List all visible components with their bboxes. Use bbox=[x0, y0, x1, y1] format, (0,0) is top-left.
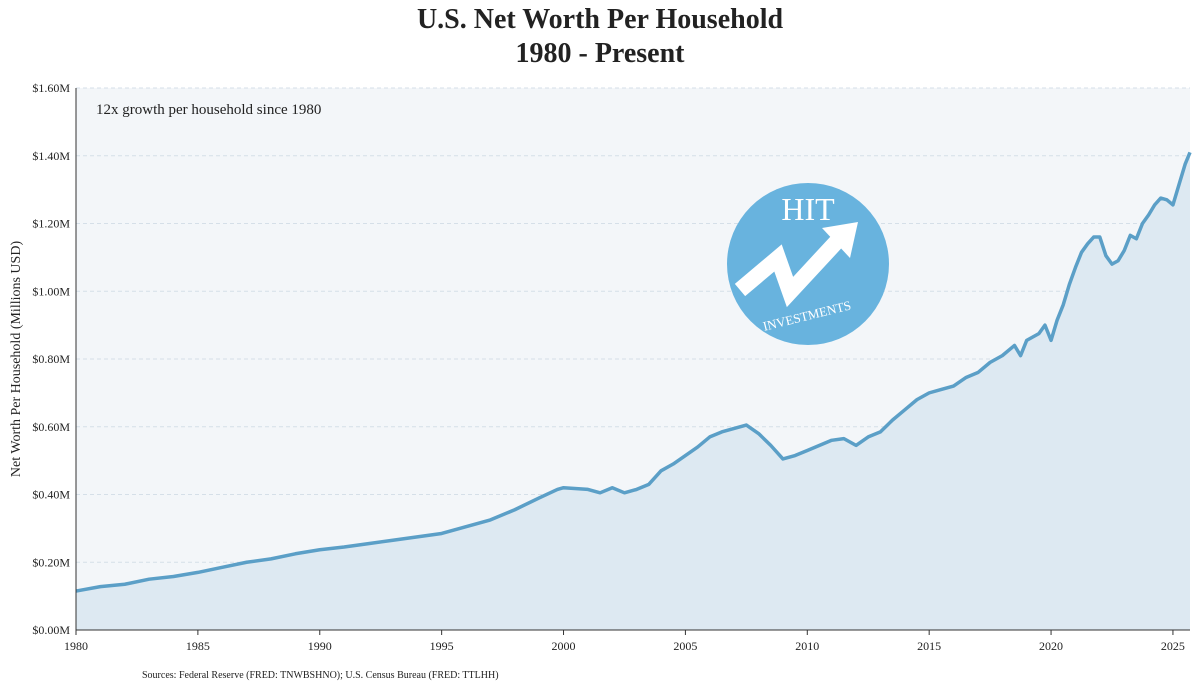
x-tick-label: 2015 bbox=[917, 639, 941, 653]
annotation: 12x growth per household since 1980 bbox=[96, 102, 321, 118]
y-tick-label: $1.40M bbox=[32, 149, 70, 163]
y-tick-label: $0.20M bbox=[32, 555, 70, 569]
logo-title: HIT bbox=[781, 191, 835, 227]
x-tick-label: 2010 bbox=[795, 639, 819, 653]
logo-arrowhead bbox=[822, 222, 858, 258]
y-tick-label: $0.00M bbox=[32, 623, 70, 637]
y-tick-label: $0.40M bbox=[32, 488, 70, 502]
logo: HIT INVESTMENTS bbox=[727, 183, 889, 345]
x-tick-label: 2000 bbox=[552, 639, 576, 653]
y-axis-label: Net Worth Per Household (Millions USD) bbox=[9, 241, 24, 478]
line bbox=[75, 151, 1192, 593]
y-tick-label: $1.60M bbox=[32, 81, 70, 95]
source-note: Sources: Federal Reserve (FRED: TNWBSHNO… bbox=[142, 670, 499, 681]
chart-subtitle: 1980 - Present bbox=[516, 38, 686, 69]
x-tick-label: 1995 bbox=[430, 639, 454, 653]
y-tick-label: $0.60M bbox=[32, 420, 70, 434]
x-tick-label: 1990 bbox=[308, 639, 332, 653]
x-tick-label: 2020 bbox=[1039, 639, 1063, 653]
x-tick-label: 1985 bbox=[186, 639, 210, 653]
y-tick-label: $1.00M bbox=[32, 284, 70, 298]
y-tick-label: $0.80M bbox=[32, 352, 70, 366]
y-tick-label: $1.20M bbox=[32, 217, 70, 231]
chart-title: U.S. Net Worth Per Household bbox=[417, 4, 784, 35]
logo-arrow bbox=[734, 232, 846, 308]
x-tick-label: 2025 bbox=[1161, 639, 1185, 653]
area bbox=[76, 152, 1190, 631]
x-tick-label: 1980 bbox=[64, 639, 88, 653]
plot: $0.00M $0.20M $0.40M $0.60M $0.80M $1.00M $1.2… bbox=[32, 81, 1192, 653]
x-tick-label: 2005 bbox=[673, 639, 697, 653]
